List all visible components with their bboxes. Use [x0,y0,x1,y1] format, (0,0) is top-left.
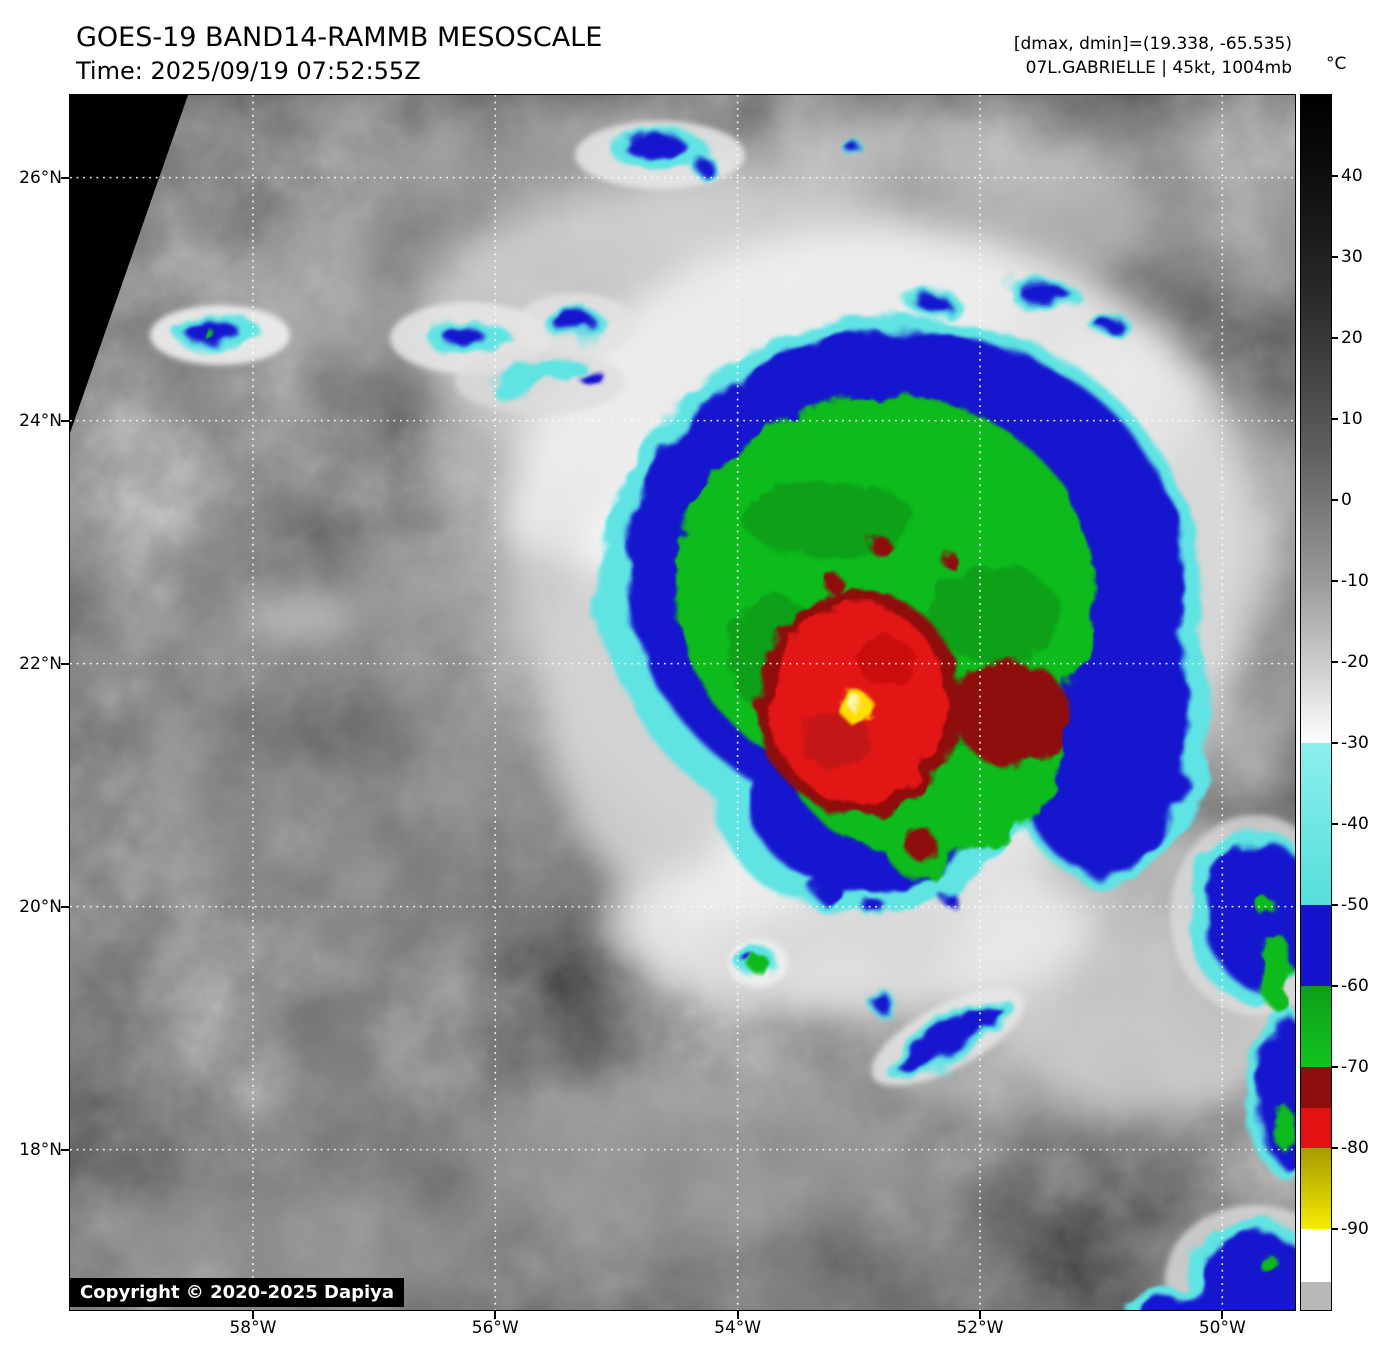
header-right: [dmax, dmin]=(19.338, -65.535) 07L.GABRI… [1014,32,1292,80]
colorbar-tick [1332,1147,1338,1149]
axis-tick [61,1148,69,1151]
storm-info-label: 07L.GABRIELLE | 45kt, 1004mb [1025,58,1292,78]
lon-tick-label: 56°W [471,1318,519,1338]
lat-tick-label: 24°N [19,410,62,431]
colorbar-tick-label: -10 [1341,571,1369,591]
map-frame: Copyright © 2020-2025 Dapiya [69,94,1296,1311]
colorbar-tick-label: 20 [1341,328,1363,348]
cold-core-yellow [839,692,873,722]
lon-tick-label: 50°W [1198,1318,1246,1338]
timestamp: Time: 2025/09/19 07:52:55Z [76,57,421,85]
lon-tick-label: 54°W [714,1318,762,1338]
colorbar-tick-label: 0 [1341,490,1352,510]
colorbar-tick [1332,418,1338,420]
satellite-image [70,95,1295,1310]
colorbar-tick [1332,580,1338,582]
lon-tick-label: 52°W [956,1318,1004,1338]
page-title: GOES-19 BAND14-RAMMB MESOSCALE [76,22,603,53]
colorbar-tick [1332,985,1338,987]
grid-layer [70,95,1295,1310]
colorbar-segment [1301,1107,1331,1149]
axis-tick [251,1311,254,1319]
copyright-badge: Copyright © 2020-2025 Dapiya [70,1278,405,1307]
dmax-dmin-label: [dmax, dmin]=(19.338, -65.535) [1013,34,1292,54]
colorbar-segment [1301,986,1331,1068]
axis-tick [61,419,69,422]
colorbar-segment [1301,743,1331,906]
colorbar-tick [1332,661,1338,663]
lat-tick-label: 20°N [19,896,62,917]
axis-tick [736,1311,739,1319]
axis-tick [978,1311,981,1319]
colorbar-tick-label: -70 [1341,1057,1369,1077]
colorbar-tick-label: 30 [1341,247,1363,267]
colorbar-tick [1332,256,1338,258]
colorbar-tick [1332,742,1338,744]
colorbar-segment [1301,1229,1331,1283]
colorbar-segment [1301,1067,1331,1108]
colorbar-unit-label: °C [1326,54,1347,74]
colorbar-tick-label: -80 [1341,1138,1369,1158]
colorbar-tick [1332,175,1338,177]
axis-tick [61,905,69,908]
colorbar-tick [1332,1228,1338,1230]
colorbar-tick [1332,337,1338,339]
colorbar-tick-label: -60 [1341,976,1369,996]
lat-tick-label: 18°N [19,1139,62,1160]
axis-tick [1221,1311,1224,1319]
colorbar-tick [1332,823,1338,825]
colorbar-tick-label: -50 [1341,895,1369,915]
lon-tick-label: 58°W [229,1318,277,1338]
lat-tick-label: 22°N [19,653,62,674]
colorbar [1300,94,1332,1311]
colorbar-tick [1332,499,1338,501]
axis-tick [61,662,69,665]
colorbar-tick-label: -30 [1341,733,1369,753]
colorbar-tick [1332,904,1338,906]
lat-tick-label: 26°N [19,167,62,188]
scan-edge-wedge [70,95,188,433]
colorbar-segment [1301,1148,1331,1230]
colorbar-tick-label: 10 [1341,409,1363,429]
colorbar-segment [1301,905,1331,987]
colorbar-segment [1301,95,1331,744]
colorbar-tick-label: -20 [1341,652,1369,672]
colorbar-tick-label: 40 [1341,166,1363,186]
colorbar-segment [1301,1281,1331,1310]
colorbar-tick-label: -90 [1341,1219,1369,1239]
colorbar-tick [1332,1066,1338,1068]
axis-tick [61,176,69,179]
colorbar-tick-label: -40 [1341,814,1369,834]
axis-tick [494,1311,497,1319]
header: GOES-19 BAND14-RAMMB MESOSCALE Time: 202… [76,20,602,87]
